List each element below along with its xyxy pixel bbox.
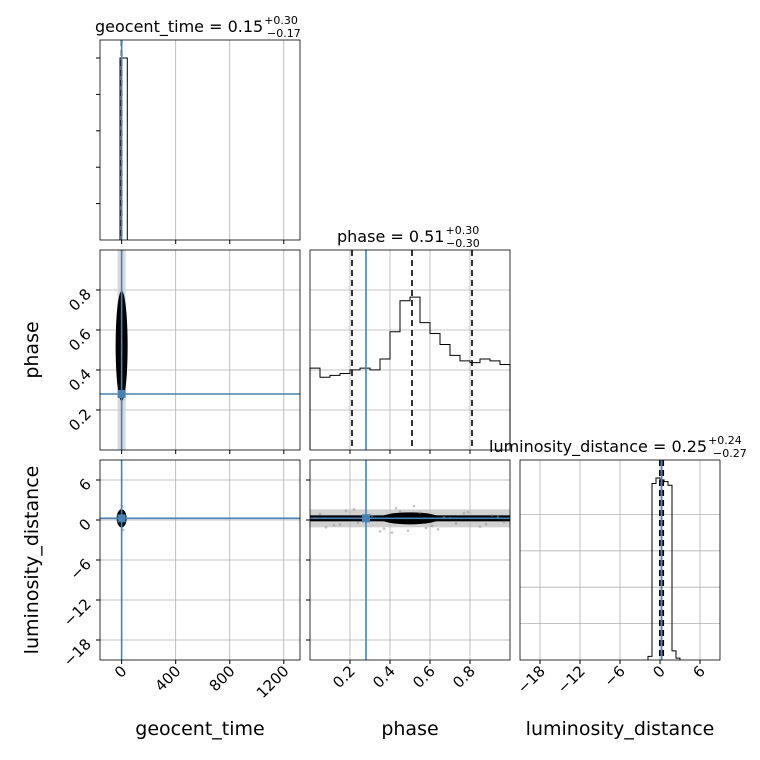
truth-marker xyxy=(117,514,126,523)
xlabel-phase: phase xyxy=(381,718,438,740)
scatter-point xyxy=(352,508,356,511)
y-tick-label: −18 xyxy=(60,635,95,670)
x-tick-label: 6 xyxy=(689,662,708,681)
panel-frame xyxy=(309,249,511,451)
ylabel-phase: phase xyxy=(21,321,43,378)
scatter-point xyxy=(484,522,488,526)
scatter-point xyxy=(496,515,500,518)
truth-marker xyxy=(117,390,126,398)
title-geocent-time: geocent_time = 0.15+0.30 xyxy=(95,14,298,37)
y-tick-label: 6 xyxy=(75,475,94,494)
scatter-point xyxy=(332,524,336,527)
histogram-bars xyxy=(119,57,128,240)
scatter-point xyxy=(454,522,458,525)
scatter-point xyxy=(478,525,482,528)
x-tick-label: 1200 xyxy=(253,662,293,702)
panel-phase-hist xyxy=(309,249,511,454)
x-tick-label: 0.4 xyxy=(369,662,399,692)
y-tick-label: 0.2 xyxy=(65,405,95,435)
panel-frame xyxy=(99,39,301,241)
scatter-point xyxy=(466,510,470,514)
y-tick-label: −12 xyxy=(60,595,95,630)
x-tick-label: 0.2 xyxy=(329,662,359,692)
panel-luminosity-distance-vs-phase: 0.2 0.4 0.6 0.8 xyxy=(306,459,511,692)
scatter-point xyxy=(338,523,342,526)
scatter-point xyxy=(324,526,328,529)
scatter-point xyxy=(430,524,434,528)
truth-marker xyxy=(362,514,370,523)
y-tick-label: −6 xyxy=(66,555,94,583)
scatter-point xyxy=(382,527,386,530)
y-tick-label: 0 xyxy=(75,515,94,534)
x-tick-label: 800 xyxy=(206,662,239,695)
ylabel-luminosity-distance: luminosity_distance xyxy=(21,466,43,655)
x-tick-label: 0 xyxy=(111,662,130,681)
title-phase: phase = 0.51+0.30 xyxy=(337,224,479,246)
xlabel-geocent-time: geocent_time xyxy=(135,718,264,740)
histogram-bars xyxy=(309,296,511,450)
scatter-point xyxy=(318,512,322,516)
x-tick-label: −12 xyxy=(554,662,589,697)
scatter-point xyxy=(490,514,494,517)
scatter-point xyxy=(412,504,416,508)
scatter-point xyxy=(418,511,422,514)
scatter-point xyxy=(398,510,402,513)
x-tick-label: 0.6 xyxy=(409,662,439,692)
scatter-point xyxy=(378,530,382,533)
x-tick-label: 400 xyxy=(152,662,185,695)
scatter-point xyxy=(424,526,428,530)
scatter-point xyxy=(390,531,394,534)
title-phase-plus: +0.30 xyxy=(445,224,479,237)
panel-frame xyxy=(99,249,301,451)
y-tick-label: 0.8 xyxy=(65,285,95,315)
panel-phase-vs-geocent-time: 0.2 0.4 0.6 0.8 xyxy=(65,249,301,454)
scatter-point xyxy=(356,521,360,524)
scatter-point xyxy=(370,514,374,518)
panel-luminosity-distance-hist: −18 −12 −6 0 6 xyxy=(514,459,721,697)
scatter-point xyxy=(121,528,125,532)
scatter-point xyxy=(436,528,440,531)
panel-geocent-time-hist xyxy=(96,39,301,244)
x-tick-label: 0.8 xyxy=(449,662,479,692)
panel-luminosity-distance-vs-geocent-time: −18 −12 −6 0 6 0 400 800 1200 xyxy=(60,459,301,702)
x-tick-label: −6 xyxy=(600,662,628,690)
scatter-point xyxy=(344,509,348,512)
title-phase-minus: −0.30 xyxy=(446,237,480,250)
xlabel-luminosity-distance: luminosity_distance xyxy=(526,718,715,740)
y-tick-label: 0.4 xyxy=(65,365,95,395)
scatter-point xyxy=(394,506,398,510)
scatter-point xyxy=(406,529,410,532)
scatter-point xyxy=(462,512,466,515)
title-luminosity-distance-plus: +0.24 xyxy=(708,434,742,447)
scatter-point xyxy=(502,520,506,524)
y-tick-label: 0.6 xyxy=(65,325,95,355)
title-luminosity-distance: luminosity_distance = 0.25+0.24 xyxy=(489,434,742,457)
title-luminosity-distance-minus: −0.27 xyxy=(713,447,747,460)
x-tick-label: 0 xyxy=(649,662,668,681)
x-tick-label: −18 xyxy=(514,662,549,697)
title-geocent-time-minus: −0.17 xyxy=(267,27,301,40)
title-geocent-time-plus: +0.30 xyxy=(264,14,298,27)
